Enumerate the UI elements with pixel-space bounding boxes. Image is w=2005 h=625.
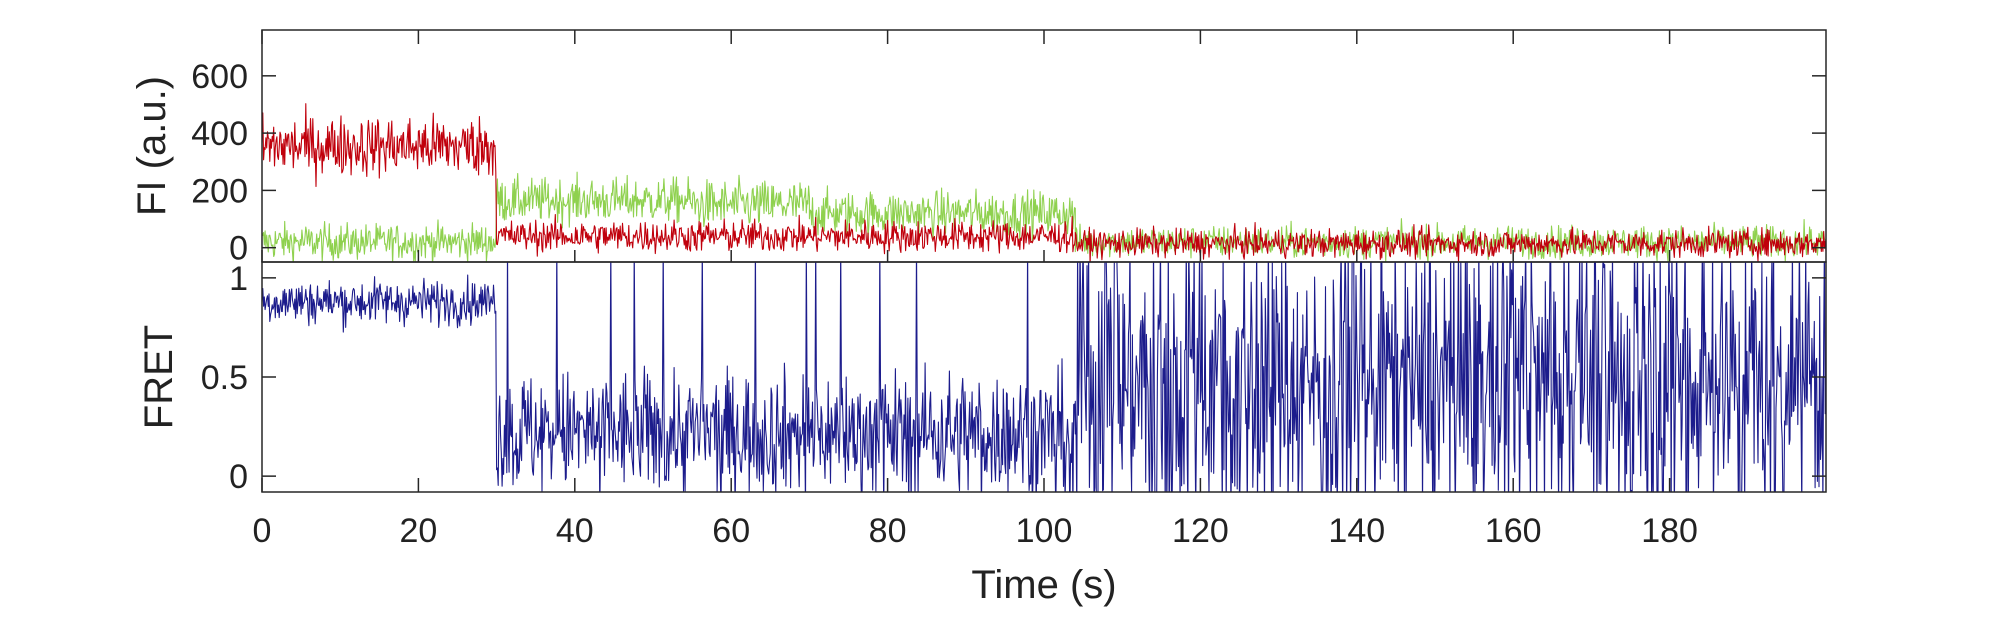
x-tick-label: 100 xyxy=(1016,512,1073,550)
fret-traces xyxy=(262,262,1826,492)
x-tick-label: 60 xyxy=(712,512,750,550)
time-x-axis-label: Time (s) xyxy=(971,563,1116,607)
fret-panel: 00.51 0 20 40 60 80 100 120 140 160 180 FRET Time… xyxy=(137,30,1827,607)
intensity-traces xyxy=(262,103,1826,262)
fret-y-axis-label: FRET xyxy=(137,325,181,429)
fret-y-ticks: 00.51 xyxy=(201,260,1826,496)
bottom-y-tick-label: 1 xyxy=(229,260,248,298)
intensity-panel: 0 200 400 600 FI (a.u.) xyxy=(130,29,1827,268)
top-y-tick-label: 200 xyxy=(191,172,248,210)
x-tick-label: 120 xyxy=(1172,512,1229,550)
top-trace-0 xyxy=(262,171,1826,262)
bottom-trace-0 xyxy=(262,262,1826,492)
top-y-tick-label: 0 xyxy=(229,230,248,268)
x-tick-label: 180 xyxy=(1641,512,1698,550)
bottom-y-tick-label: 0.5 xyxy=(201,359,248,397)
x-tick-label: 20 xyxy=(399,512,437,550)
bottom-y-tick-label: 0 xyxy=(229,458,248,496)
intensity-y-ticks: 0 200 400 600 xyxy=(191,58,1826,268)
top-trace-1 xyxy=(262,103,1826,262)
x-tick-label: 160 xyxy=(1485,512,1542,550)
x-tick-label: 40 xyxy=(556,512,594,550)
top-y-tick-label: 600 xyxy=(191,58,248,96)
x-tick-label: 0 xyxy=(253,512,272,550)
top-y-tick-label: 400 xyxy=(191,115,248,153)
intensity-y-axis-label: FI (a.u.) xyxy=(130,76,174,216)
x-tick-label: 140 xyxy=(1328,512,1385,550)
x-tick-label: 80 xyxy=(869,512,907,550)
time-x-ticks: 0 20 40 60 80 100 120 140 160 180 xyxy=(253,30,1698,550)
